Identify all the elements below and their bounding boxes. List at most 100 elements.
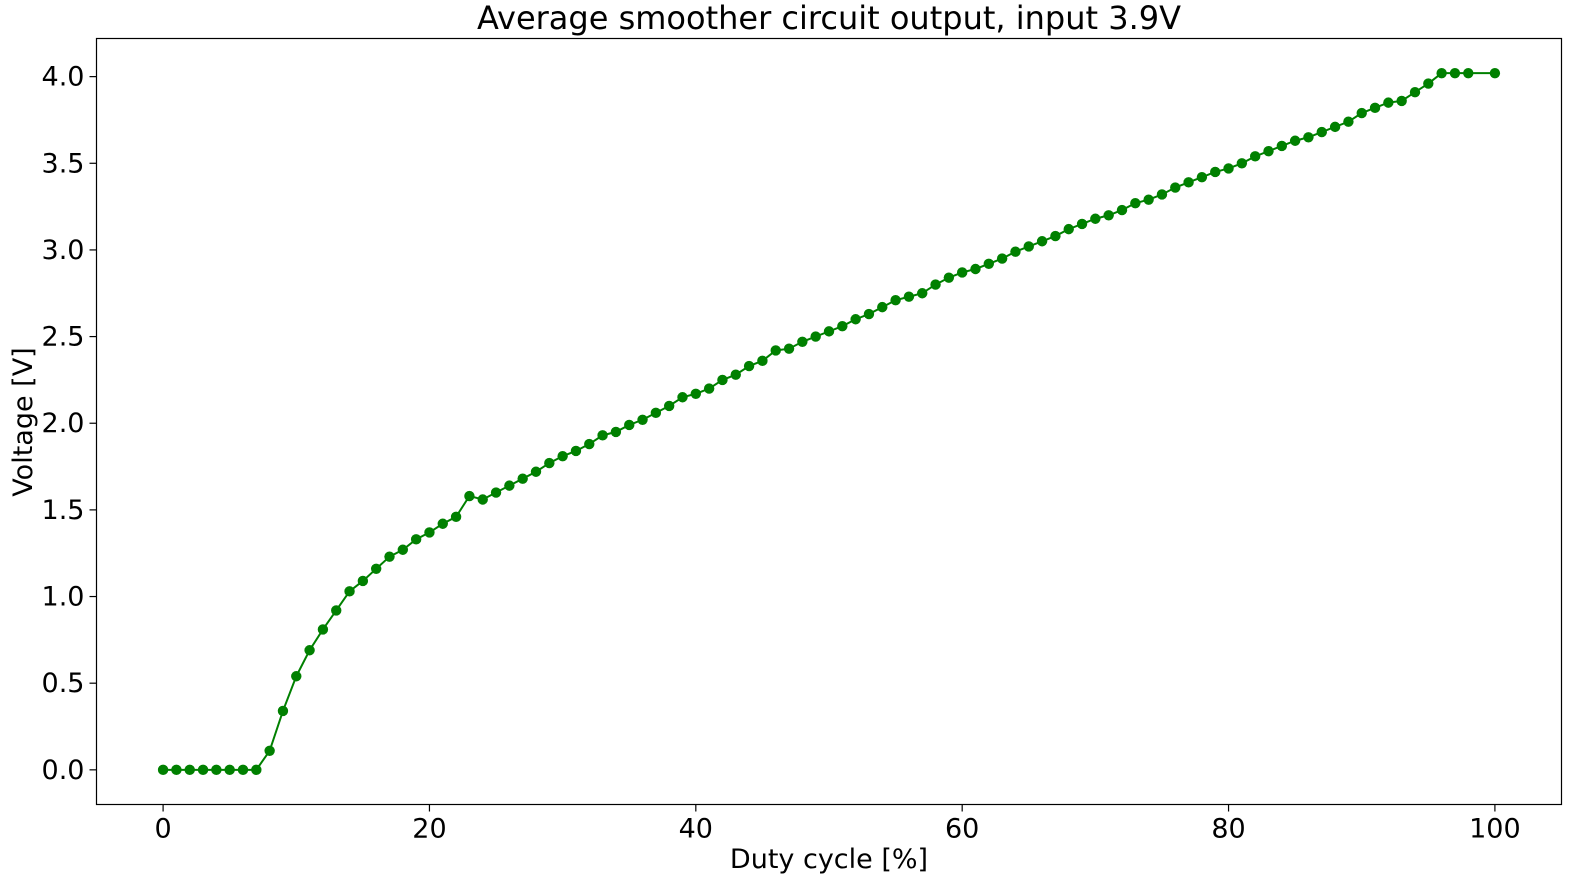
data-point (597, 430, 608, 441)
data-point (663, 400, 675, 412)
data-point (1356, 107, 1367, 119)
data-point (1143, 194, 1154, 205)
data-point (970, 263, 981, 275)
data-point (1236, 158, 1248, 169)
data-point (1343, 116, 1354, 127)
data-point (211, 764, 222, 776)
data-point (1103, 210, 1114, 221)
data-point (157, 764, 169, 776)
data-point (690, 388, 702, 399)
data-point (770, 345, 781, 356)
data-point (783, 343, 795, 354)
data-point (291, 671, 302, 682)
data-point (410, 534, 422, 545)
data-point (1050, 230, 1061, 242)
data-point (1223, 163, 1234, 174)
data-point (370, 563, 382, 575)
y-tick-label: 1.0 (42, 582, 85, 613)
data-point (424, 527, 435, 538)
data-point (1276, 140, 1288, 152)
y-tick-label: 2.0 (42, 408, 85, 439)
data-point (184, 764, 195, 776)
data-point (1396, 95, 1407, 107)
data-point (703, 383, 715, 394)
data-point (1196, 171, 1208, 183)
y-tick-label: 3.0 (42, 235, 85, 266)
data-point (850, 314, 861, 325)
x-tick-label: 60 (945, 814, 979, 845)
data-point (344, 586, 355, 597)
data-point (504, 480, 515, 491)
data-point (930, 279, 941, 290)
data-point (1409, 87, 1421, 98)
x-axis-label: Duty cycle [%] (730, 844, 928, 875)
data-point (544, 457, 555, 469)
data-point (943, 272, 955, 283)
data-point (637, 414, 648, 425)
data-point (197, 764, 209, 776)
y-tick-label: 0.0 (42, 755, 85, 786)
data-point (251, 764, 262, 776)
x-tick-label: 100 (1469, 814, 1521, 845)
data-point (1383, 97, 1394, 108)
x-tick-label: 0 (154, 814, 171, 845)
y-axis-ticks: 0.0 0.5 1.0 1.5 2.0 2.5 3.0 3.5 4.0 (42, 62, 97, 786)
data-point (1436, 67, 1447, 79)
data-point (917, 288, 928, 299)
data-point (837, 320, 848, 332)
data-point (650, 407, 662, 419)
data-point (863, 308, 875, 320)
data-point (810, 331, 821, 342)
x-axis-ticks: 0 20 40 60 80 100 (154, 804, 1521, 845)
data-point (610, 426, 622, 438)
series-line (163, 72, 1495, 771)
data-point (996, 253, 1008, 264)
data-point (903, 291, 915, 302)
data-point (1090, 213, 1101, 224)
data-point (264, 745, 275, 756)
data-point (1210, 166, 1221, 178)
data-point (384, 551, 395, 562)
data-point (1263, 145, 1274, 157)
data-point (1303, 132, 1314, 143)
y-tick-label: 2.5 (42, 322, 85, 353)
data-point (477, 494, 488, 505)
data-point (1156, 189, 1168, 200)
data-point (1316, 126, 1327, 138)
chart-title: Average smoother circuit output, input 3… (477, 0, 1181, 37)
y-tick-label: 3.5 (42, 148, 85, 179)
data-point (1183, 177, 1194, 188)
data-point (490, 487, 502, 498)
y-tick-label: 4.0 (42, 62, 85, 93)
data-point (1036, 236, 1048, 247)
data-point (557, 450, 568, 462)
data-point (1076, 218, 1088, 230)
data-point (171, 764, 182, 776)
data-point (743, 360, 755, 372)
x-tick-label: 40 (679, 814, 713, 845)
data-point (956, 267, 968, 278)
data-point (1116, 204, 1128, 216)
data-point (277, 705, 289, 717)
data-point (823, 326, 835, 337)
data-point (677, 392, 688, 403)
data-point (331, 605, 342, 616)
data-point (517, 473, 528, 484)
data-point (237, 764, 249, 776)
x-tick-label: 20 (412, 814, 446, 845)
data-point (464, 490, 475, 502)
data-point (1463, 67, 1474, 79)
x-tick-label: 80 (1211, 814, 1245, 845)
data-point (317, 624, 329, 635)
data-point (890, 294, 901, 306)
y-tick-label: 0.5 (42, 668, 85, 699)
series-layer (157, 67, 1501, 776)
data-point (730, 369, 741, 380)
data-point (1010, 246, 1021, 257)
data-point (1449, 67, 1461, 79)
y-tick-label: 1.5 (42, 495, 85, 526)
data-point (624, 419, 635, 431)
data-point (1423, 78, 1434, 89)
data-point (1289, 135, 1301, 146)
